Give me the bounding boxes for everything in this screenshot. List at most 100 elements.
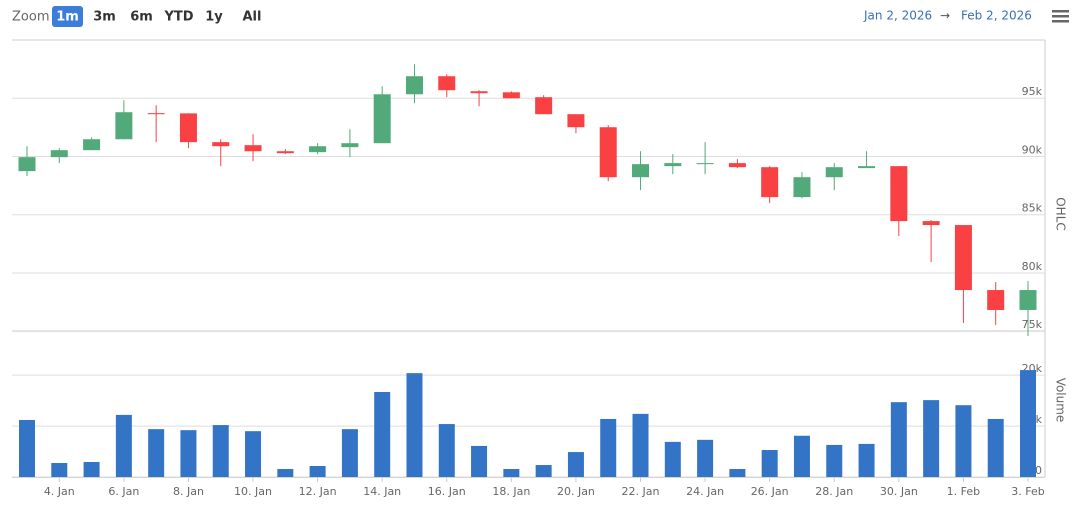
volume-bar — [341, 429, 358, 477]
volume-bar — [567, 452, 584, 477]
menu-bar — [1052, 10, 1069, 13]
volume-bar — [374, 391, 391, 477]
volume-bar — [793, 435, 810, 477]
candle-body — [212, 142, 230, 147]
candle-body — [50, 150, 68, 158]
candle-body — [825, 167, 843, 178]
candle-body — [83, 139, 101, 151]
volume-bar — [406, 373, 423, 477]
zoom-label: Zoom — [12, 10, 49, 25]
x-tick-label: 26. Jan — [751, 485, 789, 498]
y-tick-label: 90k — [1022, 143, 1043, 156]
x-tick-label: 1. Feb — [947, 485, 980, 498]
range-from[interactable]: Jan 2, 2026 — [863, 9, 932, 23]
x-tick-label: 18. Jan — [492, 485, 530, 498]
volume-bar — [212, 425, 229, 477]
volume-bar — [83, 461, 100, 477]
candle-body — [987, 290, 1005, 310]
volume-bar — [955, 405, 972, 477]
volume-bar — [277, 469, 294, 477]
volume-bar — [19, 419, 35, 477]
candle-body — [341, 143, 359, 148]
candle-body — [470, 91, 488, 94]
volume-bar — [535, 465, 552, 477]
volume-bar — [600, 418, 617, 477]
x-tick-label: 8. Jan — [173, 485, 204, 498]
zoom-button[interactable]: 3m — [93, 10, 116, 25]
volume-bar — [729, 469, 746, 477]
candle-body — [147, 113, 165, 115]
zoom-button[interactable]: 6m — [130, 10, 153, 25]
candle-body — [1019, 290, 1037, 310]
volume-bar — [471, 445, 488, 477]
candle-body — [664, 163, 682, 167]
range-to[interactable]: Feb 2, 2026 — [961, 9, 1032, 23]
volume-bar — [180, 430, 197, 477]
volume-bar — [245, 431, 262, 477]
candle-body — [858, 166, 876, 169]
x-tick-label: 6. Jan — [108, 485, 139, 498]
candle-body — [535, 97, 553, 115]
candle-body — [18, 157, 36, 172]
candle-body — [922, 221, 940, 226]
x-tick-label: 20. Jan — [557, 485, 595, 498]
candle-body — [567, 114, 585, 128]
y2-axis-title: Volume — [1054, 378, 1068, 423]
y2-tick-label: 0 — [1035, 464, 1042, 477]
volume-bar — [115, 414, 132, 477]
y-tick-label: 85k — [1022, 202, 1043, 215]
x-tick-label: 24. Jan — [686, 485, 724, 498]
x-tick-label: 22. Jan — [622, 485, 660, 498]
candle-body — [890, 166, 908, 222]
volume-bar — [309, 466, 326, 477]
y-tick-label: 80k — [1022, 260, 1043, 273]
zoom-button[interactable]: 1y — [205, 10, 223, 25]
volume-bar — [923, 400, 940, 477]
x-tick-label: 16. Jan — [428, 485, 466, 498]
volume-bar — [51, 463, 68, 477]
candle-body — [793, 177, 811, 198]
x-tick-label: 30. Jan — [880, 485, 918, 498]
x-tick-label: 10. Jan — [234, 485, 272, 498]
candle-body — [244, 145, 262, 152]
range-arrow: → — [940, 9, 950, 23]
zoom-buttons: 1m 3m 6m YTD 1y All — [52, 6, 261, 27]
volume-bar — [148, 429, 165, 477]
candle-body — [115, 112, 133, 140]
candle-body — [438, 76, 456, 91]
volume-bar — [858, 443, 875, 477]
zoom-button[interactable]: YTD — [163, 10, 193, 25]
candle-body — [309, 146, 327, 153]
candle-body — [599, 127, 617, 178]
menu-button[interactable] — [1052, 10, 1069, 23]
zoom-button-bg — [52, 6, 83, 27]
candle-body — [728, 163, 746, 168]
candle-body — [179, 113, 197, 143]
candle-body — [373, 94, 391, 144]
x-tick-label: 28. Jan — [815, 485, 853, 498]
zoom-button[interactable]: 1m — [56, 10, 79, 25]
candle-body — [761, 167, 779, 198]
volume-bar — [890, 402, 907, 477]
menu-bar — [1052, 15, 1069, 18]
y-tick-label: 75k — [1022, 318, 1043, 331]
x-tick-label: 3. Feb — [1011, 485, 1044, 498]
volume-bar — [632, 413, 649, 477]
x-tick-label: 14. Jan — [363, 485, 401, 498]
candle-body — [502, 92, 520, 99]
y-axis-title: OHLC — [1054, 197, 1068, 231]
candle-body — [405, 76, 423, 95]
volume-bar — [503, 469, 520, 477]
candle-body — [632, 164, 650, 178]
zoom-button[interactable]: All — [243, 10, 262, 25]
menu-bar — [1052, 20, 1069, 23]
volume-bar — [438, 424, 455, 477]
candle-body — [276, 151, 294, 154]
candle-body — [954, 225, 972, 291]
y-tick-label: 95k — [1022, 85, 1043, 98]
volume-bar — [987, 418, 1004, 477]
candle-body — [696, 163, 714, 165]
volume-bar — [1020, 370, 1036, 477]
volume-bar — [664, 441, 681, 477]
